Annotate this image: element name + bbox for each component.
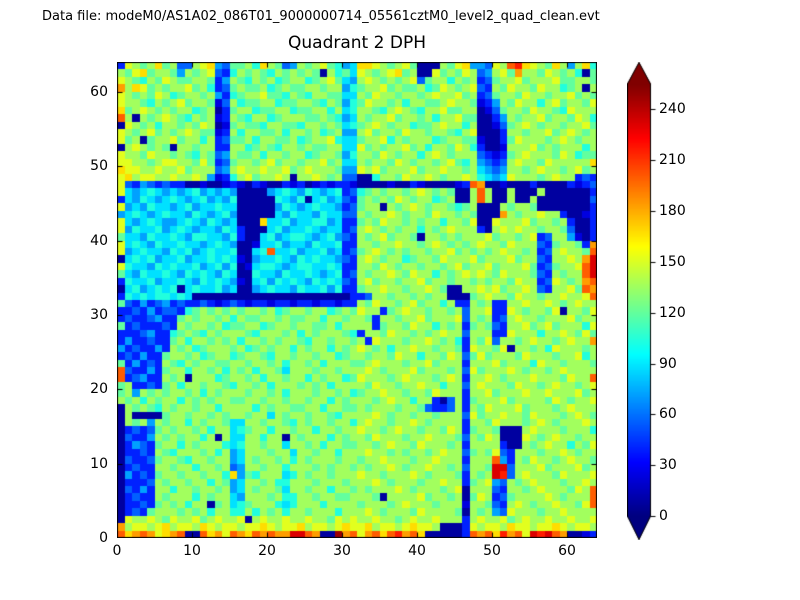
y-tick-label: 0 — [99, 530, 108, 546]
y-tick-label: 10 — [90, 455, 108, 472]
colorbar-tick-label: 210 — [659, 152, 686, 169]
x-tick-label: 40 — [408, 543, 426, 559]
y-tick-label: 30 — [90, 306, 108, 323]
y-tick-label: 60 — [90, 83, 108, 100]
x-tick-label: 0 — [112, 543, 122, 559]
y-tick-label: 40 — [90, 232, 108, 249]
data-file-label: Data file: modeM0/AS1A02_086T01_90000007… — [42, 9, 600, 24]
y-tick-label: 50 — [90, 158, 108, 175]
y-tick-label: 20 — [90, 381, 108, 398]
colorbar-tick-label: 60 — [659, 406, 677, 423]
x-tick-label: 10 — [183, 543, 201, 559]
heatmap-image — [117, 62, 597, 538]
colorbar-tick-label: 90 — [659, 355, 677, 372]
colorbar-tick-label: 120 — [659, 304, 686, 321]
colorbar — [627, 62, 657, 540]
x-tick-label: 60 — [558, 543, 576, 559]
colorbar-tick-label: 30 — [659, 457, 677, 474]
colorbar-tick-label: 240 — [659, 101, 686, 118]
x-tick-label: 30 — [333, 543, 351, 559]
x-tick-label: 50 — [483, 543, 501, 559]
plot-title: Quadrant 2 DPH — [288, 33, 426, 53]
x-tick-label: 20 — [258, 543, 276, 559]
colorbar-tick-label: 150 — [659, 253, 686, 270]
colorbar-tick-label: 0 — [659, 508, 668, 524]
colorbar-tick-label: 180 — [659, 203, 686, 220]
